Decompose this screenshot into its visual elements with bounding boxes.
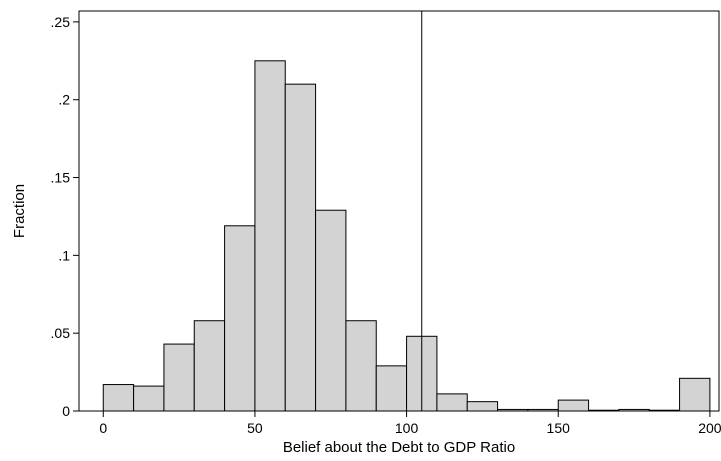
x-tick-label: 150 — [547, 420, 571, 436]
y-tick-label: .05 — [51, 325, 71, 341]
y-tick-label: .1 — [58, 247, 70, 263]
y-tick-label: .15 — [51, 170, 71, 186]
x-tick-label: 100 — [395, 420, 419, 436]
x-axis-label: Belief about the Debt to GDP Ratio — [283, 439, 515, 456]
histogram-bar — [315, 209, 347, 412]
histogram-bar — [436, 393, 468, 412]
x-axis-ticks: 0 50 100 150 200 — [99, 411, 721, 436]
histogram-bar — [102, 384, 135, 412]
histogram-bar — [345, 320, 377, 412]
histogram-bar — [254, 60, 286, 412]
x-tick-label: 0 — [99, 420, 107, 436]
y-axis-ticks: 0 .05 .1 .15 .2 .25 — [51, 14, 79, 419]
y-tick-label: .2 — [58, 92, 70, 108]
histogram-bar — [466, 401, 499, 412]
plot-frame — [78, 10, 720, 412]
histogram-bar — [224, 225, 256, 412]
y-axis-label: Fraction — [11, 184, 28, 238]
x-tick-label: 200 — [698, 420, 721, 436]
y-tick-label: .25 — [51, 14, 71, 30]
histogram-bar — [193, 320, 226, 412]
histogram-bar — [133, 385, 165, 412]
histogram-bar — [284, 83, 317, 412]
histogram-bar — [163, 343, 195, 412]
histogram-bar — [679, 377, 711, 412]
histogram-bar — [557, 399, 590, 412]
y-tick-label: 0 — [62, 403, 70, 419]
x-tick-label: 50 — [247, 420, 263, 436]
histogram-bar — [375, 365, 408, 412]
bars-group — [102, 60, 711, 412]
